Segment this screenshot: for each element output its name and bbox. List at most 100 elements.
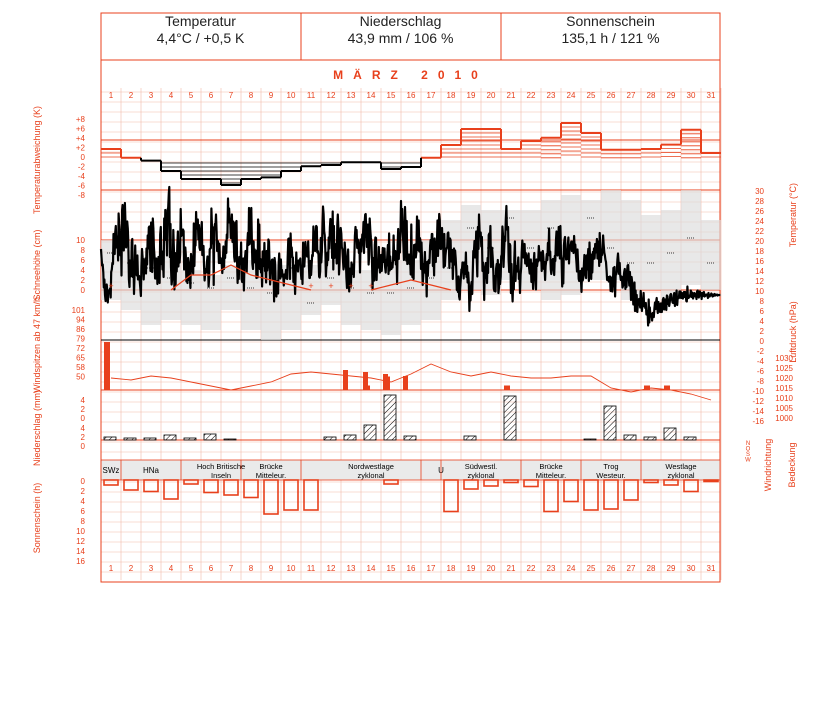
temp-tick: -16 [752,417,764,426]
temp-tick: 2 [760,327,765,336]
temp-range-band [661,210,681,300]
day-label-top: 12 [327,91,336,100]
anomaly-bar [680,128,701,159]
precip-axis-label: Niederschlag (mm) [32,390,42,466]
snow-trace-mark: + [348,281,353,291]
temp-anomaly-tick: -6 [78,182,86,191]
wind-gust-bar [504,385,510,390]
day-label-top: 14 [367,91,376,100]
day-label-bottom: 16 [407,564,416,573]
sunshine-bar [243,479,259,499]
day-label-bottom: 19 [467,564,476,573]
precip-tick: 2 [81,405,86,414]
wind-gust-bar [403,376,408,390]
precipitation-bar [163,434,177,441]
weather-type-label: Westlage [665,462,696,471]
sunshine-bar [663,479,679,486]
pressure-tick: 1020 [775,374,793,383]
precip-tick: 2 [81,433,86,442]
sunshine-bar [523,479,539,488]
temp-tick: 6 [760,307,765,316]
day-label-bottom: 17 [427,564,436,573]
anomaly-bar [420,156,441,167]
precipitation-bar [463,435,477,441]
temp-tick: 18 [755,247,764,256]
weather-type-band [100,459,721,481]
day-label-top: 27 [627,91,636,100]
snow-tick: 6 [81,256,86,265]
precipitation-bar [683,436,697,441]
temp-tick: -12 [752,397,764,406]
temp-tick: 22 [755,227,764,236]
temp-tick: -8 [757,377,765,386]
temp-tick: 10 [755,287,764,296]
weather-type-label: Mitteleur. [256,471,286,480]
precipitation-bar [203,433,217,441]
day-label-top: 8 [249,91,254,100]
temp-tick: 8 [760,297,765,306]
precipitation-bar [123,437,137,441]
header-temperature-value: 4,4°C / +0,5 K [156,30,245,46]
day-label-top: 16 [407,91,416,100]
temp-tick: -2 [757,347,765,356]
day-label-top: 4 [169,91,174,100]
day-label-bottom: 6 [209,564,214,573]
snow-tick: 10 [76,236,85,245]
anomaly-bar [700,129,721,158]
precipitation-bar [603,405,617,441]
temp-range-band [201,275,221,330]
sunshine-bar [483,479,499,487]
wind-tick: 86 [76,325,85,334]
sunshine-tick: 16 [76,557,85,566]
weather-type-label: HNa [143,466,160,475]
pressure-tick: 1000 [775,414,793,423]
weather-type-label: Brücke [539,462,562,471]
compass-tick: S [746,452,750,458]
sunshine-tick: 10 [76,527,85,536]
month-title: MÄRZ 2010 [333,67,488,82]
precipitation-bar [183,437,197,441]
temp-range-band [401,260,421,325]
temp-range-band [181,270,201,325]
temp-anomaly-axis-label: Temperaturabweichung (K) [32,106,42,214]
temp-anomaly-tick: +8 [76,115,86,124]
anomaly-bar [201,162,221,180]
day-label-bottom: 8 [249,564,254,573]
pressure-axis-label: Luftdruck (hPa) [788,301,798,363]
precipitation-bar [323,436,337,441]
anomaly-bar [240,162,261,185]
wind-gust-bar [363,372,368,390]
anomaly-bar [560,122,581,156]
compass-tick: N [746,441,750,447]
day-label-bottom: 29 [667,564,676,573]
snow-trace-mark: + [328,281,333,291]
temp-range-band [641,215,661,290]
day-label-top: 9 [269,91,274,100]
anomaly-bar [280,162,301,178]
sunshine-bar [263,479,279,515]
snow-tick: 8 [81,246,86,255]
header-precipitation: Niederschlag 43,9 mm / 106 % [301,13,500,59]
sunshine-bar [383,479,399,485]
weather-type-label: Nordwestlage [348,462,394,471]
day-label-top: 5 [189,91,194,100]
header-sunshine-title: Sonnenschein [566,13,655,29]
day-label-bottom: 27 [627,564,636,573]
weather-type-label: zyklonal [357,471,384,480]
temp-tick: 24 [755,217,764,226]
sunshine-tick: 4 [81,497,86,506]
temp-anomaly-tick: 0 [81,153,86,162]
day-label-top: 26 [607,91,616,100]
anomaly-bar [180,162,201,180]
temperature-line [99,185,721,327]
temp-tick: -6 [757,367,765,376]
sunshine-tick: 6 [81,507,86,516]
day-label-bottom: 24 [567,564,576,573]
header-sunshine: Sonnenschein 135,1 h / 121 % [501,13,720,59]
pressure-tick: 1005 [775,404,793,413]
day-label-bottom: 5 [189,564,194,573]
snow-axis-label: Schneehöhe (cm) [32,229,42,300]
day-label-bottom: 9 [269,564,274,573]
wind-gust-bar [104,342,110,390]
day-label-top: 11 [307,91,316,100]
